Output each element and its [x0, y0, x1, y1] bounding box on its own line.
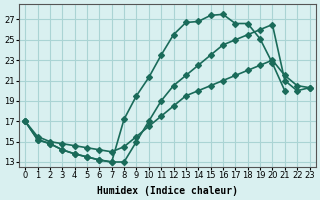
X-axis label: Humidex (Indice chaleur): Humidex (Indice chaleur) [97, 186, 238, 196]
